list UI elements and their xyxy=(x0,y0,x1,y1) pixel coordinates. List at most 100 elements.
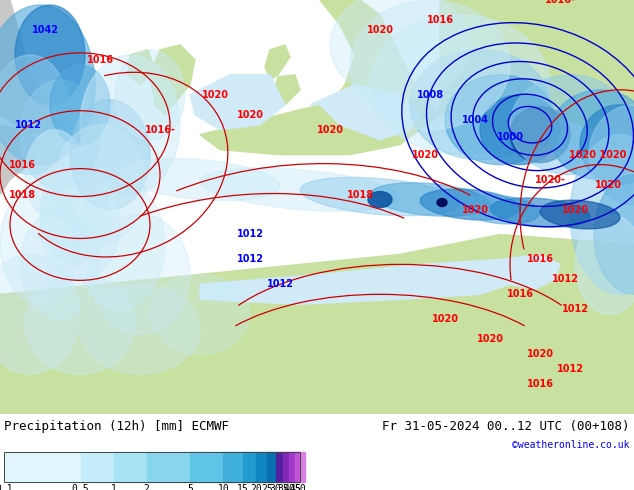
Text: 1020: 1020 xyxy=(366,25,394,35)
Text: 10: 10 xyxy=(217,484,230,490)
Text: 1012: 1012 xyxy=(15,120,41,130)
Text: 40: 40 xyxy=(283,484,295,490)
Text: Fr 31-05-2024 00..12 UTC (00+108): Fr 31-05-2024 00..12 UTC (00+108) xyxy=(382,420,630,433)
Text: ©weatheronline.co.uk: ©weatheronline.co.uk xyxy=(512,440,630,450)
Ellipse shape xyxy=(200,168,399,211)
Ellipse shape xyxy=(330,0,470,100)
Ellipse shape xyxy=(25,274,135,374)
Text: 1020: 1020 xyxy=(462,204,489,215)
Bar xyxy=(223,452,243,482)
Text: 1016-: 1016- xyxy=(545,0,576,5)
Text: 1020: 1020 xyxy=(316,124,344,135)
Text: 50: 50 xyxy=(294,484,306,490)
Ellipse shape xyxy=(570,135,634,294)
Text: 1: 1 xyxy=(111,484,117,490)
Bar xyxy=(289,452,295,482)
Text: 1020: 1020 xyxy=(236,110,264,120)
Ellipse shape xyxy=(580,105,634,185)
Ellipse shape xyxy=(550,90,634,180)
Polygon shape xyxy=(200,259,520,304)
Text: 1016: 1016 xyxy=(526,254,553,265)
Ellipse shape xyxy=(20,80,100,190)
Ellipse shape xyxy=(80,284,200,374)
Bar xyxy=(256,452,267,482)
Ellipse shape xyxy=(20,210,100,319)
Ellipse shape xyxy=(490,198,590,227)
Text: 1012: 1012 xyxy=(266,279,294,290)
Ellipse shape xyxy=(350,0,510,130)
Polygon shape xyxy=(190,75,285,130)
Ellipse shape xyxy=(540,200,620,229)
Text: 0.1: 0.1 xyxy=(0,484,13,490)
Bar xyxy=(300,452,305,482)
Ellipse shape xyxy=(510,75,630,174)
Text: 35: 35 xyxy=(277,484,289,490)
Polygon shape xyxy=(320,0,420,140)
Text: 1008: 1008 xyxy=(417,90,444,100)
Text: 1042: 1042 xyxy=(32,25,58,35)
Polygon shape xyxy=(0,125,40,195)
Ellipse shape xyxy=(40,170,120,279)
Text: 1000: 1000 xyxy=(496,132,524,142)
Text: 1018: 1018 xyxy=(8,190,36,199)
Polygon shape xyxy=(272,75,300,105)
Bar xyxy=(243,452,256,482)
Ellipse shape xyxy=(510,107,570,163)
Polygon shape xyxy=(0,0,60,135)
Text: 1016-: 1016- xyxy=(145,124,176,135)
Text: 1016: 1016 xyxy=(427,15,453,25)
Text: 1020: 1020 xyxy=(202,90,228,100)
Bar xyxy=(81,452,113,482)
Text: 1020: 1020 xyxy=(411,149,439,160)
Bar xyxy=(267,452,276,482)
Ellipse shape xyxy=(480,95,560,165)
Text: 1020: 1020 xyxy=(432,314,458,324)
Ellipse shape xyxy=(589,105,634,204)
Polygon shape xyxy=(0,234,634,414)
Polygon shape xyxy=(265,45,290,80)
Bar xyxy=(146,452,190,482)
Text: 1012: 1012 xyxy=(236,254,264,265)
Ellipse shape xyxy=(437,198,447,206)
Bar xyxy=(4,452,81,482)
Polygon shape xyxy=(310,85,420,140)
Ellipse shape xyxy=(594,174,634,294)
Text: 1016: 1016 xyxy=(8,160,36,170)
Bar xyxy=(283,452,289,482)
Ellipse shape xyxy=(90,215,190,334)
Bar xyxy=(295,452,300,482)
Polygon shape xyxy=(200,85,440,155)
Ellipse shape xyxy=(55,125,145,245)
Bar xyxy=(190,452,223,482)
Ellipse shape xyxy=(150,274,250,354)
Ellipse shape xyxy=(420,189,520,220)
Text: 5: 5 xyxy=(188,484,193,490)
Polygon shape xyxy=(340,0,355,5)
Polygon shape xyxy=(128,50,155,85)
Polygon shape xyxy=(440,0,634,135)
Bar xyxy=(276,452,283,482)
Ellipse shape xyxy=(445,75,555,165)
Ellipse shape xyxy=(370,15,550,155)
Polygon shape xyxy=(150,45,195,115)
Ellipse shape xyxy=(40,165,110,265)
Ellipse shape xyxy=(15,5,85,105)
Ellipse shape xyxy=(0,55,70,174)
Text: 1016: 1016 xyxy=(526,379,553,389)
Text: 1016: 1016 xyxy=(86,55,113,65)
Bar xyxy=(4,452,300,482)
Text: 1020 1020: 1020 1020 xyxy=(569,149,626,160)
Ellipse shape xyxy=(0,185,80,304)
Text: 30: 30 xyxy=(270,484,281,490)
Ellipse shape xyxy=(25,130,85,220)
Bar xyxy=(113,452,146,482)
Ellipse shape xyxy=(0,254,80,374)
Text: 0.5: 0.5 xyxy=(72,484,89,490)
Text: 20: 20 xyxy=(250,484,262,490)
Text: 1012: 1012 xyxy=(557,364,583,374)
Text: 25: 25 xyxy=(261,484,273,490)
Text: 1004: 1004 xyxy=(462,115,489,125)
Ellipse shape xyxy=(120,159,280,200)
Ellipse shape xyxy=(50,65,110,145)
Text: 1012: 1012 xyxy=(236,229,264,240)
